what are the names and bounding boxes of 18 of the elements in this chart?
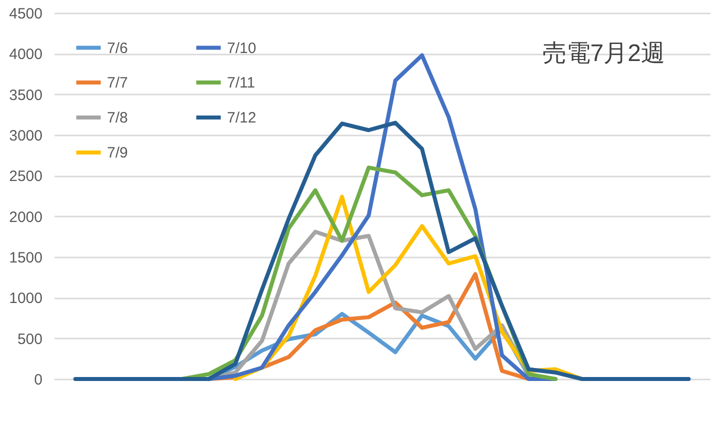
- y-tick-label: 0: [34, 372, 42, 388]
- legend-label: 7/12: [227, 110, 256, 126]
- y-tick-label: 1500: [9, 250, 42, 266]
- y-tick-label: 1000: [9, 290, 42, 308]
- y-tick-label: 4500: [9, 6, 42, 22]
- legend-label: 7/7: [107, 74, 128, 92]
- legend-label: 7/6: [107, 40, 128, 57]
- text: 売電7月2週: [542, 40, 665, 67]
- legend-label: 7/10: [227, 40, 256, 57]
- y-tick-label: 4000: [9, 46, 42, 64]
- legend-label: 7/11: [227, 74, 256, 92]
- legend-label: 7/8: [107, 110, 128, 126]
- y-tick-label: 2000: [9, 208, 42, 226]
- y-tick-label: 3000: [9, 128, 42, 144]
- y-tick-label: 3500: [9, 86, 42, 104]
- y-tick-label: 500: [17, 330, 42, 348]
- legend-label: 7/9: [107, 144, 128, 162]
- y-tick-label: 2500: [9, 168, 42, 186]
